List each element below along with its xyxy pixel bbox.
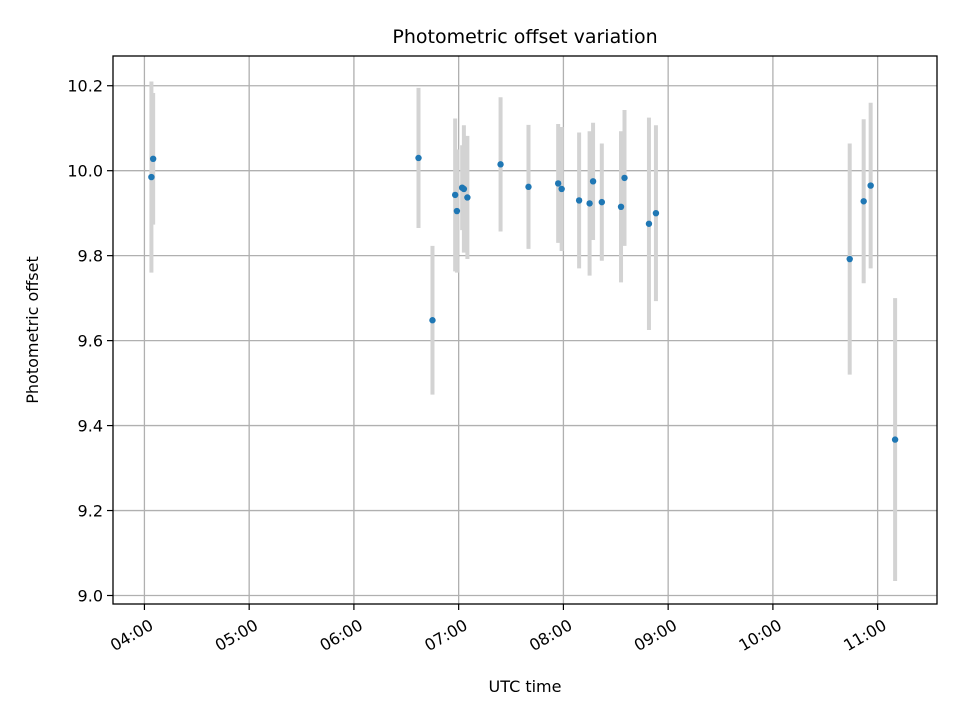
data-point (429, 317, 436, 324)
data-point (453, 207, 461, 215)
data-point (149, 155, 157, 163)
data-point (846, 255, 853, 263)
data-point (464, 194, 471, 201)
x-tick-label: 10:00 (735, 615, 784, 655)
data-point (617, 203, 625, 211)
data-point (598, 198, 606, 206)
data-point (867, 182, 874, 189)
data-point (860, 198, 867, 205)
data-point (497, 161, 504, 168)
y-tick-label: 10.2 (67, 77, 103, 96)
data-point (645, 220, 653, 227)
data-point (525, 183, 532, 191)
y-tick-label: 9.8 (78, 247, 103, 266)
x-axis-label: UTC time (489, 677, 562, 696)
y-tick-label: 10.0 (67, 162, 103, 181)
plot-frame (112, 55, 938, 605)
x-tick-label: 04:00 (107, 615, 156, 655)
y-tick-label: 9.6 (78, 332, 103, 351)
data-point (575, 197, 583, 204)
data-point (460, 185, 468, 193)
data-point (891, 436, 899, 443)
y-axis-label: Photometric offset (23, 256, 42, 404)
grid-layer (113, 56, 937, 604)
y-tick-label: 9.4 (78, 417, 103, 436)
data-point (621, 174, 628, 182)
data-point (451, 191, 459, 199)
x-tick-label: 11:00 (840, 615, 889, 655)
data-point (652, 209, 660, 217)
data-point (558, 185, 565, 193)
x-tick-label: 05:00 (212, 615, 261, 655)
tick-layer: 04:00 05:00 06:00 07:00 08:00 09:00 10:00 11:00… (67, 77, 889, 655)
x-tick-label: 07:00 (421, 615, 470, 655)
x-tick-label: 08:00 (526, 615, 575, 655)
chart-title: Photometric offset variation (392, 26, 657, 48)
data-point (148, 173, 155, 181)
errorbar-layer (149, 81, 898, 582)
data-point-layer (148, 154, 899, 443)
x-tick-label: 09:00 (631, 615, 680, 655)
data-point (586, 200, 593, 207)
x-tick-label: 06:00 (316, 615, 365, 655)
data-point (554, 180, 562, 187)
data-point (589, 178, 597, 185)
y-tick-label: 9.0 (78, 587, 103, 606)
data-point (415, 154, 422, 162)
y-tick-label: 9.2 (78, 502, 103, 521)
